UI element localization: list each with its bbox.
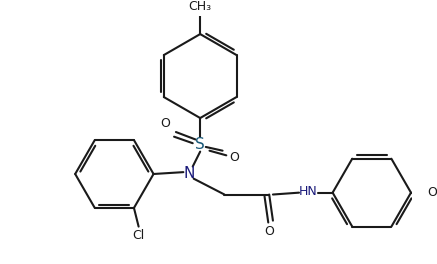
Text: Cl: Cl xyxy=(132,229,145,242)
Text: O: O xyxy=(264,225,274,238)
Text: O: O xyxy=(229,151,239,164)
Text: O: O xyxy=(427,186,437,199)
Text: CH₃: CH₃ xyxy=(189,0,212,13)
Text: HN: HN xyxy=(299,185,318,198)
Text: O: O xyxy=(161,117,170,130)
Text: N: N xyxy=(183,167,194,181)
Text: S: S xyxy=(195,137,205,152)
